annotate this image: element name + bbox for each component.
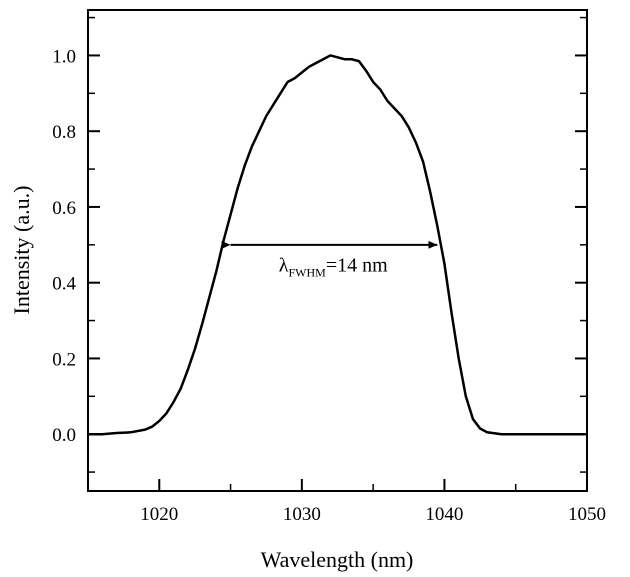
fwhm-annotation: λFWHM=14 nm [279,254,388,279]
x-tick-label: 1030 [283,504,321,525]
y-tick-label: 0.2 [52,349,76,370]
fwhm-value: =14 nm [326,254,388,276]
x-tick-label: 1020 [140,504,178,525]
fwhm-subscript: FWHM [288,265,326,279]
y-axis-title: Intensity (a.u.) [9,186,34,315]
y-tick-label: 0.0 [52,425,76,446]
y-tick-label: 0.4 [52,274,76,295]
x-tick-label: 1050 [568,504,606,525]
x-ticks-group: 1020 1030 1040 1050 [87,479,606,525]
y-tick-label: 1.0 [52,46,76,67]
fwhm-symbol: λ [279,254,289,276]
x-tick-label: 1040 [425,504,463,525]
y-tick-label: 0.6 [52,198,76,219]
axis-frame-group [87,9,588,492]
x-axis-title: Wavelength (nm) [261,547,414,572]
spectrum-line [88,54,587,436]
y-tick-label: 0.8 [52,122,76,143]
plot-frame [87,9,588,492]
